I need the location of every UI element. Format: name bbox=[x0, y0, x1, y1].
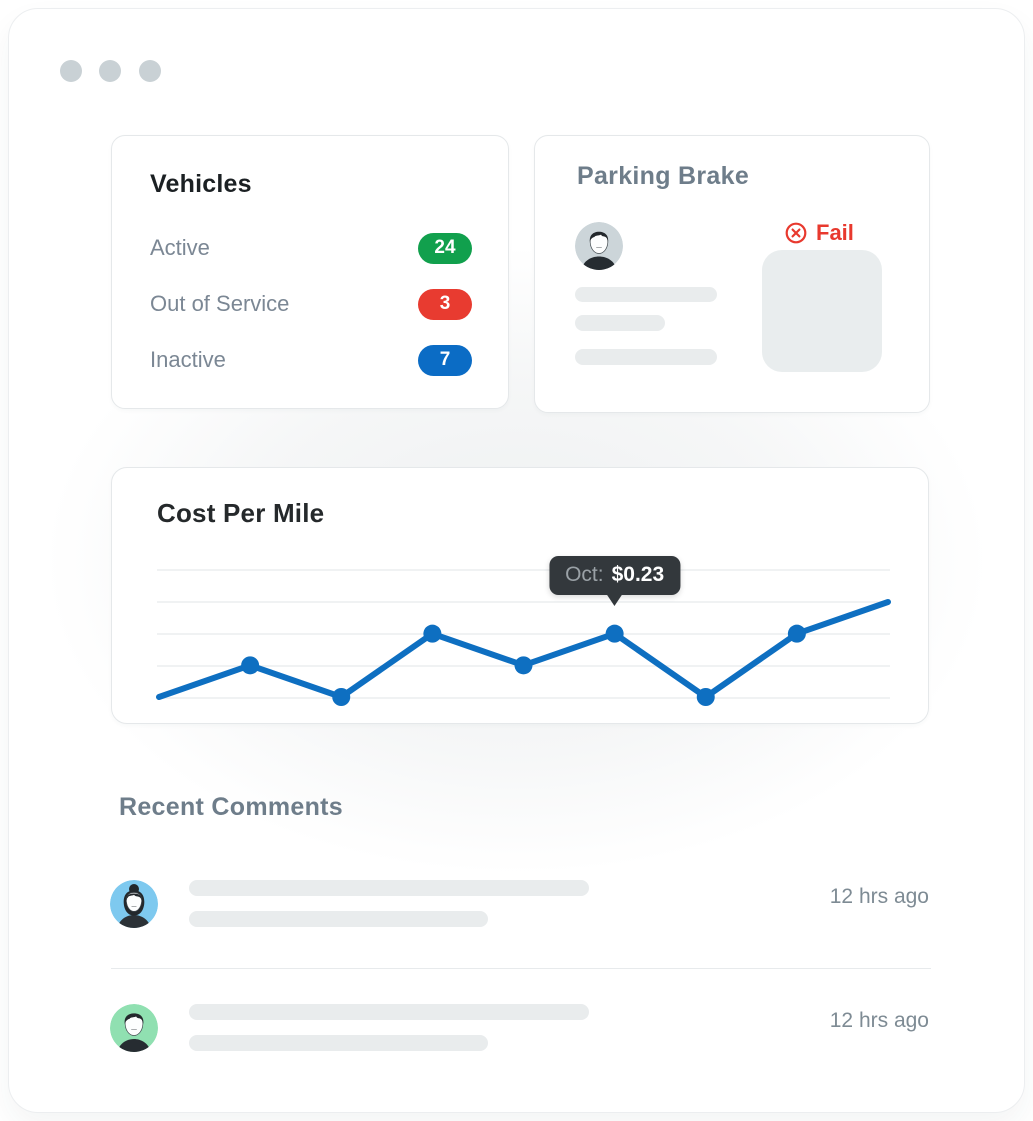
vehicle-status-row: Inactive 7 bbox=[150, 332, 472, 388]
skeleton-line bbox=[189, 911, 488, 927]
recent-comments-title: Recent Comments bbox=[119, 793, 343, 821]
vehicle-status-label: Inactive bbox=[150, 347, 226, 372]
comment-timestamp: 12 hrs ago bbox=[829, 885, 929, 908]
chart-data-point[interactable] bbox=[514, 656, 533, 675]
vehicle-status-label: Out of Service bbox=[150, 291, 290, 316]
chart-data-point[interactable] bbox=[787, 624, 806, 643]
skeleton-line bbox=[575, 287, 717, 302]
divider bbox=[111, 968, 931, 969]
count-badge-out-of-service: 3 bbox=[418, 288, 472, 320]
person-icon bbox=[575, 222, 623, 270]
comment-timestamp: 12 hrs ago bbox=[829, 1009, 929, 1032]
skeleton-line bbox=[575, 349, 717, 365]
vehicle-status-row: Out of Service 3 bbox=[150, 276, 472, 332]
chart-data-point[interactable] bbox=[332, 688, 351, 706]
cost-per-mile-chart[interactable]: Oct: $0.23 bbox=[156, 556, 891, 722]
vehicle-status-label: Active bbox=[150, 235, 210, 260]
skeleton-line bbox=[189, 1035, 488, 1051]
fail-status-badge: Fail bbox=[785, 220, 854, 246]
chart-data-point[interactable] bbox=[696, 688, 715, 706]
tooltip-category: Oct: bbox=[565, 563, 604, 586]
chart-tooltip: Oct: $0.23 bbox=[549, 556, 681, 595]
count-badge-active: 24 bbox=[418, 232, 472, 264]
window-control-dot[interactable] bbox=[60, 60, 82, 82]
vehicle-status-row: Active 24 bbox=[150, 220, 472, 276]
chart-data-point[interactable] bbox=[241, 656, 260, 675]
cost-per-mile-card: Cost Per Mile Oct: $0.23 bbox=[111, 467, 929, 724]
person-female-icon bbox=[110, 880, 158, 928]
chart-title: Cost Per Mile bbox=[157, 498, 325, 528]
placeholder-square bbox=[762, 250, 882, 372]
window-control-dot[interactable] bbox=[139, 60, 161, 82]
vehicles-card-title: Vehicles bbox=[150, 170, 252, 198]
parking-brake-card: Parking Brake Fail bbox=[534, 135, 930, 413]
count-badge-inactive: 7 bbox=[418, 344, 472, 376]
fail-status-label: Fail bbox=[816, 220, 854, 245]
parking-brake-card-title: Parking Brake bbox=[577, 162, 750, 190]
chart-data-point[interactable] bbox=[423, 624, 442, 643]
skeleton-line bbox=[575, 315, 665, 331]
window-control-dot[interactable] bbox=[99, 60, 121, 82]
person-male-icon bbox=[110, 1004, 158, 1052]
skeleton-line bbox=[189, 1004, 589, 1020]
tooltip-value: $0.23 bbox=[611, 563, 665, 586]
app-window: Vehicles Active 24 Out of Service 3 Inac… bbox=[8, 8, 1025, 1113]
circle-x-icon bbox=[785, 222, 807, 244]
chart-series-line bbox=[156, 599, 891, 700]
vehicles-card: Vehicles Active 24 Out of Service 3 Inac… bbox=[111, 135, 509, 409]
skeleton-line bbox=[189, 880, 589, 896]
line-chart-svg[interactable] bbox=[156, 562, 891, 722]
chart-data-point[interactable] bbox=[605, 624, 624, 643]
